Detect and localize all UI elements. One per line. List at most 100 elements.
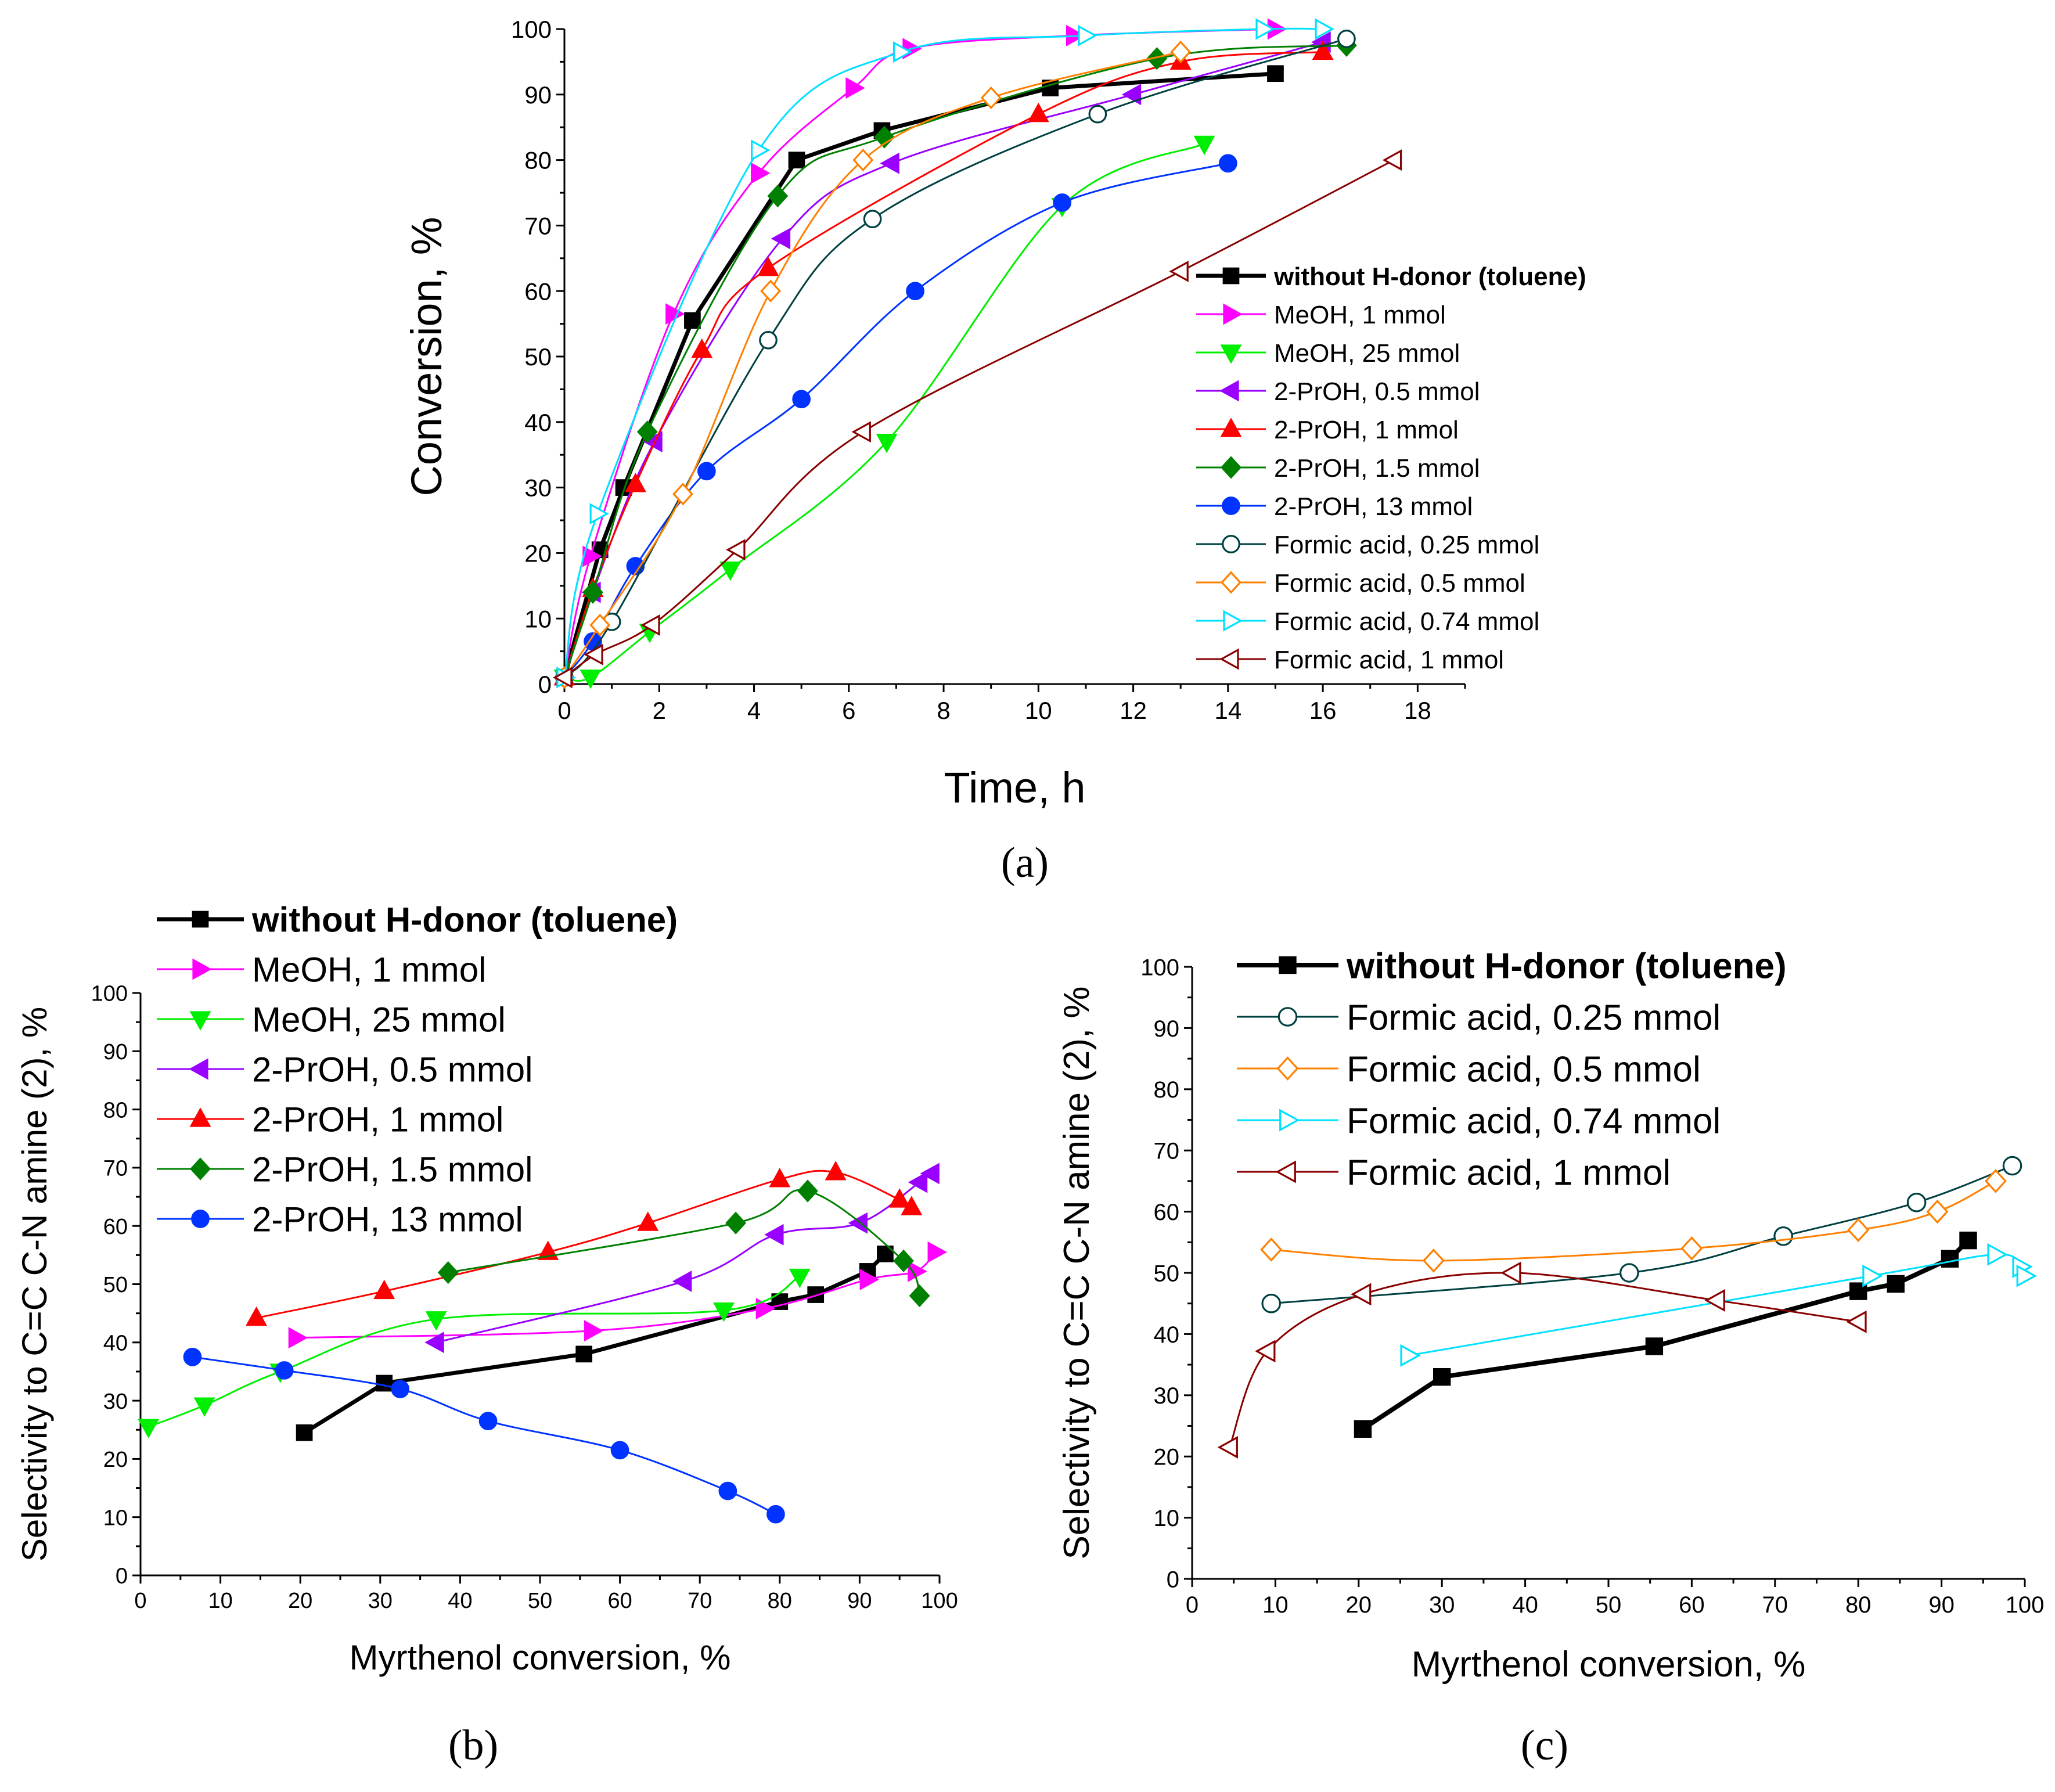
x-tick-label: 18 <box>1404 697 1431 724</box>
series-line-meoh25 <box>148 1276 800 1428</box>
panel-label: (a) <box>1001 839 1049 887</box>
series-line-propoh13 <box>563 162 1229 678</box>
x-tick-label: 100 <box>921 1589 958 1613</box>
data-point-toluene <box>575 1345 593 1363</box>
panel-label: (c) <box>1521 1722 1568 1769</box>
legend-marker <box>1220 344 1242 364</box>
series-fa074 <box>556 18 1334 689</box>
legend-label: 2-PrOH, 1.5 mmol <box>252 1150 532 1189</box>
data-point-toluene <box>376 1374 393 1392</box>
y-tick-label: 100 <box>511 16 552 43</box>
data-point-meoh25 <box>876 434 898 454</box>
legend-marker <box>189 1107 211 1127</box>
x-tick-label: 50 <box>528 1589 552 1613</box>
data-point-fa05 <box>852 148 874 172</box>
data-point-meoh1 <box>845 77 865 99</box>
data-point-propoh13 <box>478 1412 498 1431</box>
data-point-propoh1 <box>757 256 779 276</box>
x-tick-label: 70 <box>1762 1592 1788 1618</box>
legend: without H-donor (toluene) MeOH, 1 mmol MeO… <box>1196 262 1586 674</box>
data-point-fa05 <box>1847 1218 1870 1242</box>
legend-label: Formic acid, 1 mmol <box>1347 1153 1671 1193</box>
data-point-fa1 <box>1255 1340 1276 1363</box>
y-tick-label: 0 <box>538 671 552 698</box>
data-point-propoh13 <box>718 1481 737 1500</box>
data-point-propoh1 <box>888 1188 910 1208</box>
legend-label: MeOH, 25 mmol <box>1274 339 1460 368</box>
x-tick-label: 10 <box>1025 697 1052 724</box>
data-point-toluene <box>1887 1275 1905 1293</box>
legend-item-meoh1: MeOH, 1 mmol <box>1196 301 1446 329</box>
legend-label: MeOH, 1 mmol <box>252 951 486 989</box>
x-tick-label: 40 <box>1512 1592 1538 1618</box>
x-tick-label: 80 <box>1845 1592 1872 1618</box>
legend-marker <box>1277 1007 1298 1027</box>
data-point-fa074 <box>589 503 609 525</box>
data-point-toluene <box>296 1424 313 1441</box>
legend-marker <box>192 911 209 928</box>
x-tick-label: 14 <box>1214 697 1241 724</box>
legend-marker <box>1221 456 1241 479</box>
series-line-meoh1 <box>563 28 1276 678</box>
data-point-propoh05 <box>764 1224 784 1246</box>
data-point-toluene <box>1959 1231 1977 1250</box>
data-point-meoh25 <box>580 670 602 689</box>
legend-label: Formic acid, 0.5 mmol <box>1347 1049 1701 1089</box>
data-point-propoh13 <box>275 1361 294 1380</box>
x-tick-label: 100 <box>2006 1592 2045 1618</box>
data-point-fa074 <box>1078 24 1097 46</box>
series-meoh1 <box>288 1241 947 1349</box>
y-tick-label: 10 <box>1154 1506 1180 1531</box>
series-fa074 <box>1400 1243 2037 1367</box>
data-point-propoh05 <box>771 228 791 250</box>
data-point-propoh15 <box>893 1249 914 1273</box>
legend-marker <box>190 1157 211 1181</box>
legend: without H-donor (toluene) MeOH, 1 mmol MeO… <box>157 901 678 1239</box>
y-tick-label: 50 <box>524 343 552 370</box>
legend-marker <box>1223 610 1243 632</box>
legend-item-toluene: without H-donor (toluene) <box>157 901 678 940</box>
legend-label: Formic acid, 0.25 mmol <box>1274 531 1539 559</box>
legend-item-meoh25: MeOH, 25 mmol <box>1196 339 1460 368</box>
series-line-fa025 <box>1271 1165 2013 1305</box>
legend-item-meoh1: MeOH, 1 mmol <box>157 951 486 989</box>
legend-label: without H-donor (toluene) <box>251 901 678 940</box>
series-line-toluene <box>562 71 1276 678</box>
x-tick-label: 2 <box>653 697 666 724</box>
legend-item-propoh13: 2-PrOH, 13 mmol <box>1196 492 1473 521</box>
y-tick-label: 30 <box>103 1390 128 1414</box>
legend-marker <box>191 1210 210 1228</box>
y-axis-title: Selectivity to C=C C-N amine (2), % <box>15 1007 54 1561</box>
x-tick-label: 0 <box>134 1589 146 1613</box>
data-point-meoh25 <box>193 1397 215 1417</box>
legend-label: 2-PrOH, 0.5 mmol <box>252 1050 532 1089</box>
y-tick-label: 20 <box>103 1448 128 1472</box>
data-point-toluene <box>1645 1337 1664 1355</box>
series-propoh05 <box>424 1163 940 1354</box>
legend-item-fa074: Formic acid, 0.74 mmol <box>1237 1101 1721 1141</box>
x-tick-label: 0 <box>557 697 571 724</box>
panel-label: (b) <box>448 1722 498 1769</box>
data-point-fa074 <box>1987 1243 2008 1266</box>
y-tick-label: 50 <box>103 1273 128 1297</box>
data-point-propoh13 <box>1053 193 1071 212</box>
data-point-propoh13 <box>391 1380 410 1398</box>
legend-label: 2-PrOH, 13 mmol <box>1274 492 1473 521</box>
data-point-toluene <box>1941 1250 1959 1268</box>
legend-item-propoh05: 2-PrOH, 0.5 mmol <box>1196 377 1480 406</box>
legend-label: Formic acid, 0.25 mmol <box>1347 998 1721 1038</box>
data-point-toluene <box>1433 1368 1451 1386</box>
series-line-fa025 <box>563 38 1347 678</box>
x-tick-label: 8 <box>937 697 950 724</box>
legend-label: 2-PrOH, 1.5 mmol <box>1274 454 1480 483</box>
legend-marker <box>1279 956 1297 974</box>
legend-item-fa025: Formic acid, 0.25 mmol <box>1196 531 1539 559</box>
legend-item-propoh13: 2-PrOH, 13 mmol <box>157 1200 523 1239</box>
data-point-propoh05 <box>424 1332 444 1354</box>
y-tick-label: 100 <box>91 982 128 1006</box>
data-point-propoh1 <box>1312 40 1334 60</box>
legend-item-propoh1: 2-PrOH, 1 mmol <box>157 1100 503 1139</box>
y-tick-label: 80 <box>524 147 552 174</box>
legend-marker <box>1223 303 1243 325</box>
data-point-fa1 <box>1382 149 1402 171</box>
